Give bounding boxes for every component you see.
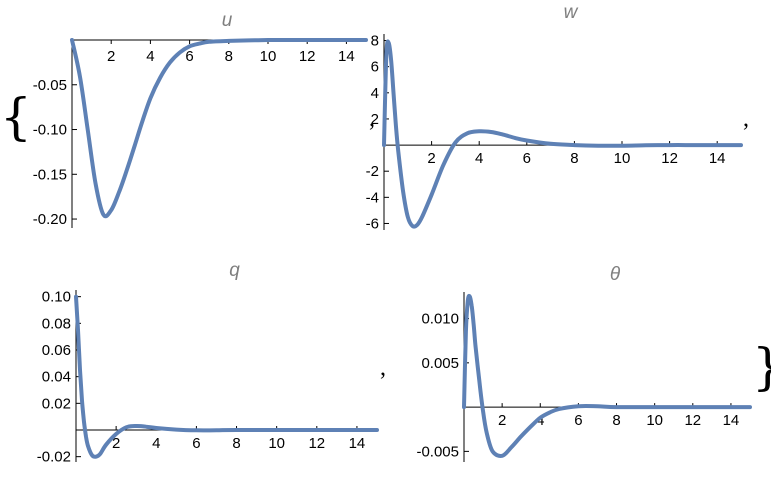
series-line (462, 293, 752, 458)
x-tick-label: 8 (570, 150, 578, 167)
x-tick-label: 4 (475, 150, 483, 167)
x-tick-label: 14 (349, 435, 366, 452)
x-tick-label: 6 (192, 435, 200, 452)
series-line (74, 294, 379, 459)
y-tick-label: 0.06 (42, 342, 71, 359)
plot-theta: θ 2 4 6 8 10 12 14 0.010 0.005 -0.005 (416, 264, 752, 462)
x-tick-label: 10 (260, 48, 277, 65)
y-tick-label: -2 (366, 163, 379, 180)
x-tick-label: 8 (612, 412, 620, 429)
x-tick-label: 4 (536, 412, 544, 429)
series-line (382, 39, 743, 229)
x-tick-label: 8 (225, 48, 233, 65)
y-tick-label: 6 (371, 59, 379, 76)
x-tick-label: 8 (232, 435, 240, 452)
y-tick-label: -0.02 (37, 449, 71, 466)
x-tick-label: 4 (152, 435, 160, 452)
x-tick-label: 12 (308, 435, 325, 452)
y-tick-label: -0.20 (33, 211, 67, 228)
x-tick-label: 14 (709, 150, 726, 167)
y-tick-label: 8 (371, 33, 379, 50)
plot-w: w 2 4 6 8 10 12 14 8 6 4 2 -2 -4 -6 (366, 2, 743, 232)
plot-title: u (222, 10, 233, 31)
plot-u: u 2 4 6 8 10 12 14 -0.05 -0.10 -0.15 -0.20 (33, 10, 368, 228)
comma-separator: , (743, 106, 749, 132)
comma-separator: , (380, 355, 386, 381)
y-tick-label: -0.15 (33, 166, 67, 183)
comma-separator: , (369, 106, 375, 132)
y-tick-label: 0.02 (42, 395, 71, 412)
y-tick-label: 0.10 (42, 289, 71, 306)
y-tick-label: -0.10 (33, 122, 67, 139)
y-tick-label: -4 (366, 189, 379, 206)
plot-title: w (564, 2, 579, 23)
y-tick-label: -6 (366, 215, 379, 232)
y-tick-label: 0.08 (42, 315, 71, 332)
x-tick-label: 6 (523, 150, 531, 167)
open-brace: { (0, 88, 32, 146)
y-tick-label: 2 (371, 111, 379, 128)
x-tick-label: 6 (574, 412, 582, 429)
y-tick-label: 4 (371, 85, 379, 102)
x-tick-label: 2 (112, 435, 120, 452)
x-tick-label: 12 (661, 150, 678, 167)
x-tick-label: 2 (107, 48, 115, 65)
close-brace: } (752, 338, 771, 396)
y-tick-label: 0.010 (421, 311, 459, 328)
x-tick-label: 14 (723, 412, 740, 429)
plot-title: q (229, 260, 240, 281)
x-tick-label: 14 (338, 48, 355, 65)
y-tick-label: -0.005 (416, 443, 459, 460)
x-tick-label: 12 (684, 412, 701, 429)
y-tick-label: 0.04 (42, 369, 71, 386)
x-tick-label: 10 (614, 150, 631, 167)
plot-q: q 2 4 6 8 10 12 14 0.10 0.08 0.06 0.04 0.02 -0.02 (37, 260, 379, 466)
series-line (70, 37, 368, 219)
x-tick-label: 2 (498, 412, 506, 429)
x-tick-label: 12 (299, 48, 316, 65)
x-tick-label: 6 (185, 48, 193, 65)
x-tick-label: 10 (646, 412, 663, 429)
x-tick-label: 2 (427, 150, 435, 167)
y-tick-label: -0.05 (33, 77, 67, 94)
x-tick-label: 4 (146, 48, 154, 65)
y-tick-label: 0.005 (421, 355, 459, 372)
x-tick-label: 10 (268, 435, 285, 452)
plot-title: θ (610, 264, 621, 285)
